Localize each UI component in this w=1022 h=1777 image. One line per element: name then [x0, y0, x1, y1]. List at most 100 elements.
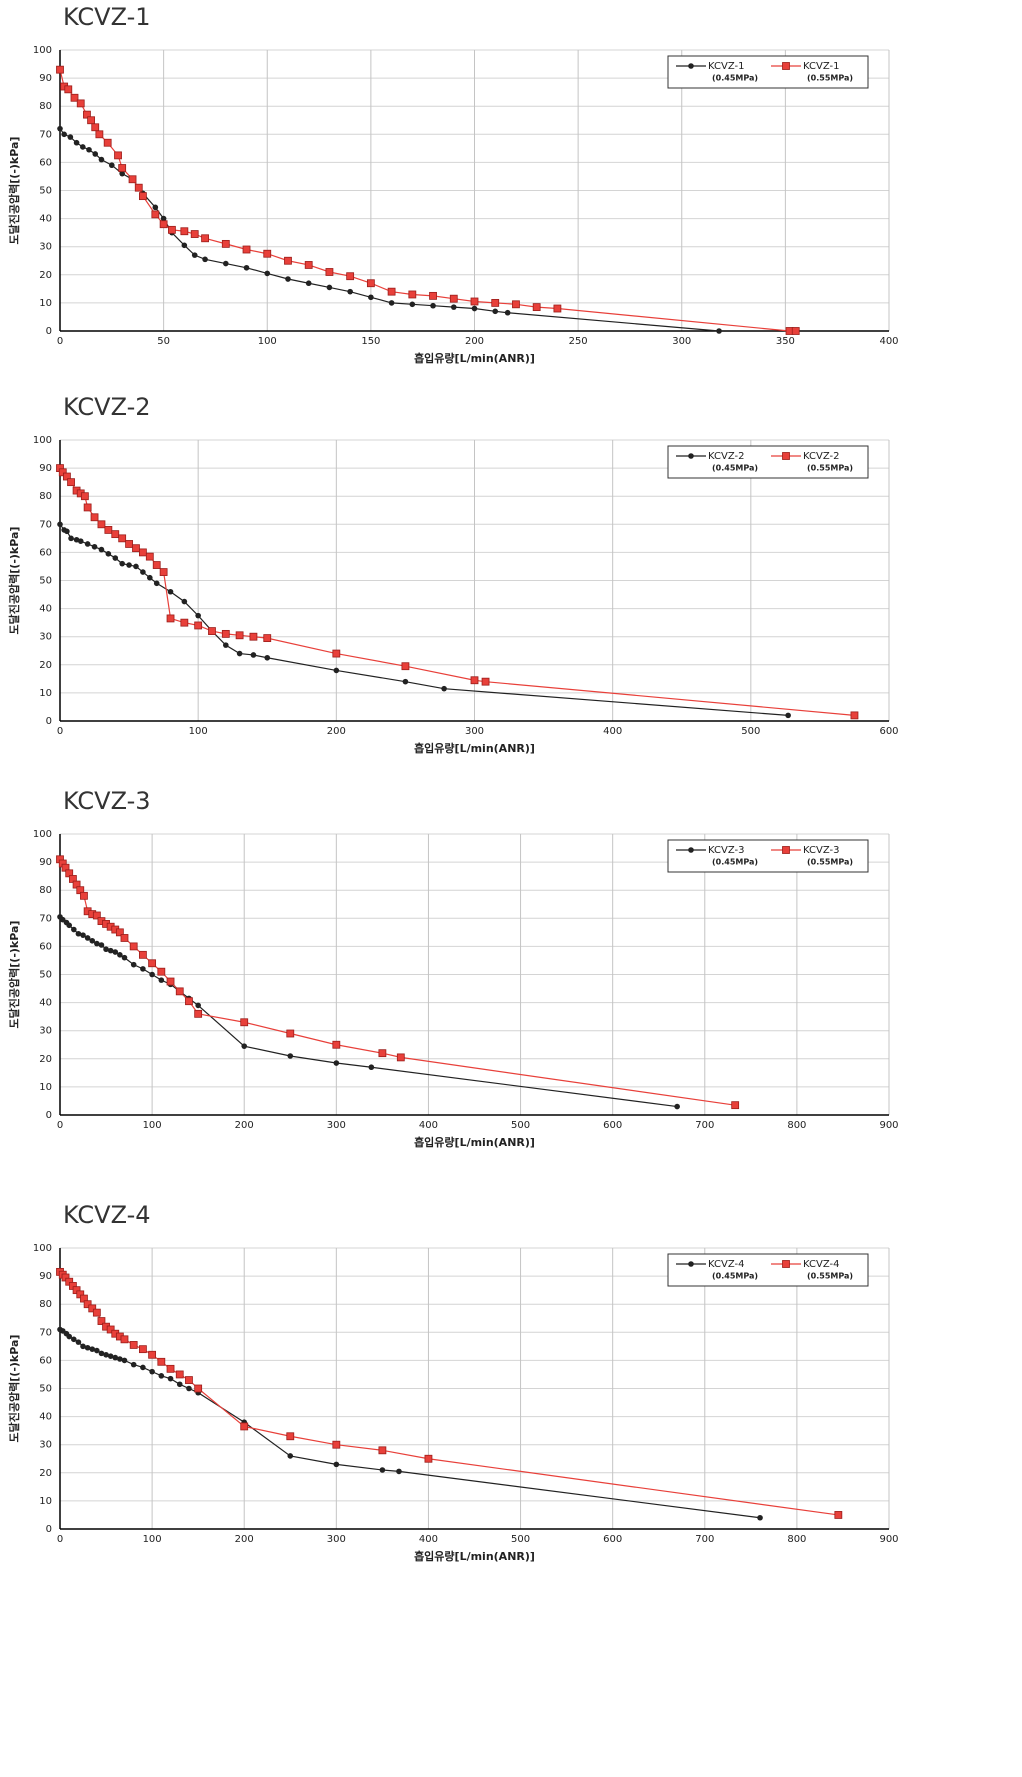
- x-tick-label: 0: [57, 336, 63, 347]
- marker: [125, 540, 133, 548]
- legend: [667, 445, 869, 479]
- series-line: [59, 467, 855, 716]
- marker: [396, 1468, 402, 1475]
- marker: [167, 588, 174, 595]
- y-tick-label: 10: [39, 298, 52, 309]
- legend-label: KCVZ-1: [708, 61, 744, 72]
- marker: [130, 961, 137, 968]
- marker: [109, 162, 115, 169]
- x-tick-label: 300: [327, 1120, 346, 1131]
- marker: [408, 290, 417, 299]
- marker: [236, 650, 243, 657]
- marker: [378, 1446, 387, 1455]
- marker: [757, 1514, 763, 1521]
- chart: KCVZ-2 0 10 20 30 40 50 60 70 80 90 100 0 100 200 300 40…: [7, 393, 899, 755]
- y-tick-label: 30: [39, 242, 52, 253]
- marker: [242, 245, 251, 254]
- chart-title: KCVZ-2: [63, 393, 151, 421]
- y-tick-label: 60: [39, 157, 52, 168]
- y-tick-label: 20: [39, 1468, 52, 1479]
- y-tick-label: 30: [39, 632, 52, 643]
- marker: [241, 1043, 248, 1049]
- marker: [158, 1373, 165, 1379]
- legend-label: KCVZ-4: [803, 1259, 839, 1270]
- marker: [148, 1350, 157, 1359]
- chart-title: KCVZ-3: [63, 787, 151, 815]
- marker: [112, 555, 119, 561]
- marker: [449, 294, 458, 303]
- marker: [194, 1384, 203, 1393]
- marker: [285, 276, 291, 282]
- marker: [66, 1333, 73, 1340]
- marker: [191, 252, 198, 258]
- marker: [195, 612, 201, 619]
- marker: [67, 478, 75, 487]
- y-tick-label: 80: [39, 885, 52, 896]
- y-tick-label: 10: [39, 688, 52, 699]
- legend-marker: [688, 847, 694, 853]
- series-line: [59, 69, 796, 332]
- x-tick-label: 700: [695, 1534, 714, 1545]
- chart: KCVZ-3 0 10 20 30 40 50 60 70 80 90 100 0 100 200 300 40…: [7, 787, 899, 1149]
- marker: [409, 301, 416, 308]
- y-tick-label: 70: [39, 519, 52, 530]
- y-tick-label: 20: [39, 270, 52, 281]
- marker: [185, 1376, 193, 1384]
- marker: [147, 574, 153, 581]
- y-tick-label: 80: [39, 101, 52, 112]
- marker: [149, 971, 155, 978]
- legend-sublabel: (0.55MPa): [807, 464, 853, 473]
- marker: [103, 138, 112, 147]
- marker: [92, 911, 101, 920]
- marker: [94, 940, 100, 947]
- legend-sublabel: (0.55MPa): [807, 74, 853, 83]
- marker: [368, 1064, 375, 1071]
- marker: [134, 183, 143, 192]
- y-tick-label: 20: [39, 1054, 52, 1065]
- marker: [284, 256, 292, 265]
- x-tick-label: 0: [57, 1534, 63, 1545]
- y-tick-label: 60: [39, 941, 52, 952]
- legend: [667, 55, 869, 89]
- marker: [132, 544, 140, 553]
- x-tick-label: 100: [189, 726, 208, 737]
- marker: [86, 146, 92, 153]
- x-tick-label: 600: [603, 1534, 622, 1545]
- marker: [111, 530, 120, 539]
- marker: [158, 977, 165, 983]
- marker: [716, 328, 722, 334]
- marker: [118, 534, 127, 543]
- legend-label: KCVZ-2: [803, 451, 839, 462]
- y-tick-label: 90: [39, 73, 52, 84]
- marker: [347, 288, 353, 295]
- marker: [263, 634, 272, 643]
- marker: [89, 937, 96, 944]
- marker: [166, 614, 175, 623]
- marker: [73, 139, 80, 146]
- x-axis-label: 흡입유량[L/min(ANR)]: [414, 1135, 535, 1149]
- y-axis-label: 도달진공압력[(-)kPa]: [7, 137, 21, 245]
- marker: [126, 562, 132, 568]
- marker: [186, 1385, 192, 1392]
- marker: [223, 260, 229, 267]
- x-tick-label: 200: [465, 336, 484, 347]
- x-tick-label: 150: [361, 336, 380, 347]
- marker: [286, 1432, 295, 1441]
- marker: [105, 551, 112, 557]
- marker: [175, 1370, 184, 1379]
- marker: [56, 65, 64, 74]
- legend-sublabel: (0.45MPa): [712, 74, 758, 83]
- marker: [104, 526, 113, 534]
- marker: [83, 503, 92, 512]
- x-axis-label: 흡입유량[L/min(ANR)]: [414, 741, 535, 755]
- marker: [80, 1343, 86, 1350]
- y-tick-label: 40: [39, 998, 52, 1009]
- marker: [80, 891, 88, 900]
- marker: [160, 215, 167, 222]
- y-tick-label: 100: [33, 829, 52, 840]
- marker: [286, 1029, 295, 1038]
- marker: [492, 308, 499, 315]
- marker: [83, 1300, 92, 1309]
- marker: [80, 932, 86, 938]
